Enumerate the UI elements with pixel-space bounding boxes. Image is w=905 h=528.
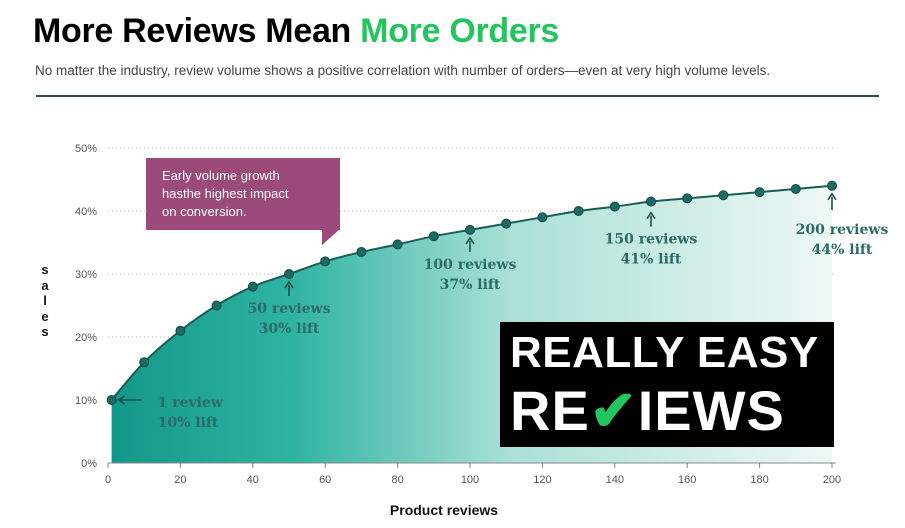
data-point [754, 187, 765, 198]
callout-text: Early volume growth hasthe highest impac… [162, 167, 332, 221]
page-subtitle: No matter the industry, review volume sh… [35, 63, 771, 78]
y-tick-label: 50% [75, 143, 97, 155]
data-point [790, 183, 801, 194]
annotation-label: 150 reviews [605, 232, 698, 248]
y-tick-label: 30% [75, 269, 97, 281]
x-tick-label: 0 [105, 474, 111, 486]
data-point [211, 300, 222, 311]
annotation-label: 1 review [158, 395, 224, 411]
data-point [465, 224, 475, 235]
callout-line-2: hasthe highest impact [162, 186, 289, 201]
annotation-value: 10% lift [158, 415, 219, 431]
data-point [573, 206, 584, 216]
brand-logo: REALLY EASY RE✔IEWS [500, 322, 834, 447]
y-tick-label: 20% [75, 332, 97, 344]
data-point [501, 218, 512, 229]
data-point [392, 239, 403, 250]
data-point [537, 212, 548, 223]
callout-box: Early volume growth hasthe highest impac… [146, 158, 340, 230]
annotation-arrowhead [284, 280, 294, 289]
x-tick-label: 120 [533, 474, 551, 486]
check-icon: ✔ [589, 379, 638, 442]
data-point [609, 201, 620, 212]
x-tick-label: 200 [823, 474, 841, 486]
logo-text-post: IEWS [637, 379, 785, 442]
y-axis: 0% 10% 20% 30% 40% 50% [75, 143, 97, 470]
annotation-label: 100 reviews [424, 257, 517, 273]
callout-pointer [322, 229, 340, 245]
data-point [320, 256, 331, 267]
x-tick-label: 180 [750, 474, 768, 486]
data-point [428, 231, 439, 242]
annotation-value: 30% lift [259, 321, 320, 337]
logo-text-pre: RE [510, 379, 590, 442]
y-axis-label-char: s [41, 262, 49, 277]
data-points [106, 180, 837, 405]
logo-line-1: REALLY EASY [510, 328, 819, 377]
y-tick-label: 0% [81, 458, 97, 470]
annotations: 1 review 10% lift 50 reviews 30% lift 100 re… [117, 192, 889, 431]
x-axis: 0 20 40 60 80 100 120 140 160 180 200 [105, 462, 841, 486]
data-point [247, 281, 258, 292]
annotation-value: 37% lift [440, 277, 501, 293]
header-divider [36, 95, 879, 97]
data-point [284, 269, 294, 279]
x-tick-label: 60 [319, 474, 331, 486]
annotation-value: 44% lift [812, 242, 873, 258]
y-axis-label-char: l [43, 293, 47, 308]
data-point [827, 180, 837, 191]
annotation-arrowhead [117, 395, 126, 405]
annotation-value: 41% lift [621, 252, 682, 268]
data-point [175, 325, 186, 336]
data-point [106, 395, 117, 405]
callout-line-1: Early volume growth [162, 168, 280, 183]
annotation-label: 200 reviews [796, 222, 889, 238]
annotation-arrowhead [646, 211, 656, 220]
logo-line-2: RE✔IEWS [510, 378, 785, 444]
data-point [139, 357, 150, 368]
x-tick-label: 100 [461, 474, 479, 486]
annotation-arrowhead [465, 236, 475, 245]
x-tick-label: 20 [174, 474, 186, 486]
y-axis-label-char: a [41, 277, 49, 293]
data-point [682, 193, 693, 204]
page-title: More Reviews Mean More Orders [33, 12, 559, 51]
y-axis-label-char: e [41, 308, 49, 324]
callout-line-3: on conversion. [162, 204, 247, 219]
x-tick-label: 140 [606, 474, 624, 486]
data-point [356, 246, 367, 257]
x-tick-label: 160 [678, 474, 696, 486]
annotation-arrowhead [827, 192, 837, 201]
y-axis-label-char: s [41, 324, 49, 339]
y-tick-label: 10% [75, 395, 97, 407]
data-point [718, 190, 729, 201]
title-accent: More Orders [360, 12, 560, 50]
title-main: More Reviews Mean [33, 12, 361, 50]
x-tick-label: 40 [247, 474, 259, 486]
data-point [646, 196, 656, 207]
y-tick-label: 40% [75, 206, 97, 218]
annotation-label: 50 reviews [248, 301, 331, 317]
x-axis-label: Product reviews [389, 502, 499, 518]
x-tick-label: 80 [391, 474, 403, 486]
